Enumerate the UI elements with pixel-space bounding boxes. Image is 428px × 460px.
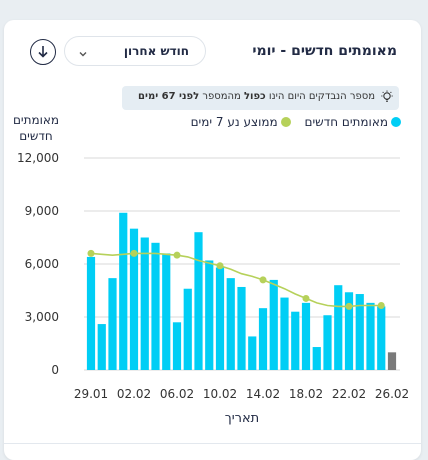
y-tick-label: 6,000 xyxy=(25,257,59,271)
bar xyxy=(205,260,214,370)
bar xyxy=(248,336,257,370)
legend-label-new-cases: מאומתים חדשים xyxy=(304,115,388,129)
legend-item-new-cases: מאומתים חדשים xyxy=(305,115,401,129)
bar xyxy=(280,297,289,370)
note-text: מספר הנבדקים היום הינו כפול מהמספר לפני … xyxy=(138,91,375,102)
moving-average-point xyxy=(259,276,267,284)
y-axis-label-line-2: חדשים xyxy=(19,129,53,143)
bar xyxy=(119,212,128,370)
moving-average-point xyxy=(130,249,138,257)
x-tick-label: 18.02 xyxy=(289,387,323,401)
moving-average-point xyxy=(216,262,224,270)
y-tick-label: 3,000 xyxy=(25,310,59,324)
bar xyxy=(237,286,246,370)
x-tick-label: 22.02 xyxy=(332,387,366,401)
bottom-divider xyxy=(4,443,421,444)
chart-card: מאומתים חדשים - יומי חודש אחרון מספר הנב… xyxy=(4,20,421,460)
bar xyxy=(140,237,149,370)
bar xyxy=(151,242,160,370)
moving-average-point xyxy=(345,302,353,310)
bar xyxy=(387,352,397,370)
y-tick-label: 12,000 xyxy=(17,151,59,165)
bar xyxy=(312,347,321,370)
bar xyxy=(323,315,332,370)
bar xyxy=(366,302,375,370)
note-bold-days: לפני 67 ימים xyxy=(138,91,200,102)
download-icon xyxy=(38,46,48,58)
legend-label-moving-avg: ממוצע נע 7 ימים xyxy=(190,115,278,129)
bar xyxy=(172,322,182,370)
moving-average-line xyxy=(90,252,382,308)
x-tick-label: 29.01 xyxy=(74,387,108,401)
bar xyxy=(86,256,96,370)
moving-average-point xyxy=(302,294,310,302)
note-middle: מהמספר xyxy=(199,91,244,102)
lightbulb-icon xyxy=(380,90,394,109)
legend-item-moving-avg: ממוצע נע 7 ימים xyxy=(191,115,291,129)
bar xyxy=(183,288,192,370)
info-note: מספר הנבדקים היום הינו כפול מהמספר לפני … xyxy=(122,86,399,110)
legend: מאומתים חדשים ממוצע נע 7 ימים xyxy=(181,115,401,129)
note-prefix: מספר הנבדקים היום הינו xyxy=(265,91,375,102)
card-title: מאומתים חדשים - יומי xyxy=(252,43,397,59)
x-tick-label: 10.02 xyxy=(203,387,237,401)
period-select[interactable]: חודש אחרון xyxy=(64,36,206,66)
chart-plot: 0 3,000 6,000 9,000 12,000 29.01 02.02 06.02 10.… xyxy=(17,151,409,426)
bar xyxy=(97,324,106,370)
y-axis-label: מאומתים חדשים xyxy=(10,112,62,144)
legend-dot-avg xyxy=(280,117,291,127)
bar xyxy=(344,292,354,370)
bar xyxy=(334,285,343,370)
y-tick-label: 9,000 xyxy=(25,204,59,218)
bar xyxy=(301,302,311,370)
moving-average-point xyxy=(173,251,181,259)
bar xyxy=(226,278,235,370)
x-tick-label: 26.02 xyxy=(375,387,409,401)
bar xyxy=(258,308,268,370)
y-tick-label: 0 xyxy=(51,363,59,377)
bar xyxy=(377,306,386,370)
x-tick-label: 06.02 xyxy=(160,387,194,401)
x-axis-label: תאריך xyxy=(225,411,259,426)
legend-dot-bars xyxy=(391,117,401,127)
bar xyxy=(129,228,139,370)
period-select-value: חודש אחרון xyxy=(123,44,189,58)
bar xyxy=(355,294,364,370)
bar xyxy=(269,279,278,370)
moving-average-point xyxy=(377,302,385,310)
x-tick-label: 02.02 xyxy=(117,387,151,401)
download-button[interactable] xyxy=(30,39,56,65)
bar xyxy=(215,267,225,370)
bar xyxy=(291,311,300,370)
x-tick-label: 14.02 xyxy=(246,387,280,401)
bar xyxy=(108,278,117,370)
y-axis-label-line-1: מאומתים xyxy=(12,113,60,127)
bar xyxy=(194,232,203,370)
moving-average-point xyxy=(87,249,95,257)
bar xyxy=(162,253,171,370)
note-bold-double: כפול xyxy=(244,91,266,102)
chevron-down-icon xyxy=(78,44,88,57)
